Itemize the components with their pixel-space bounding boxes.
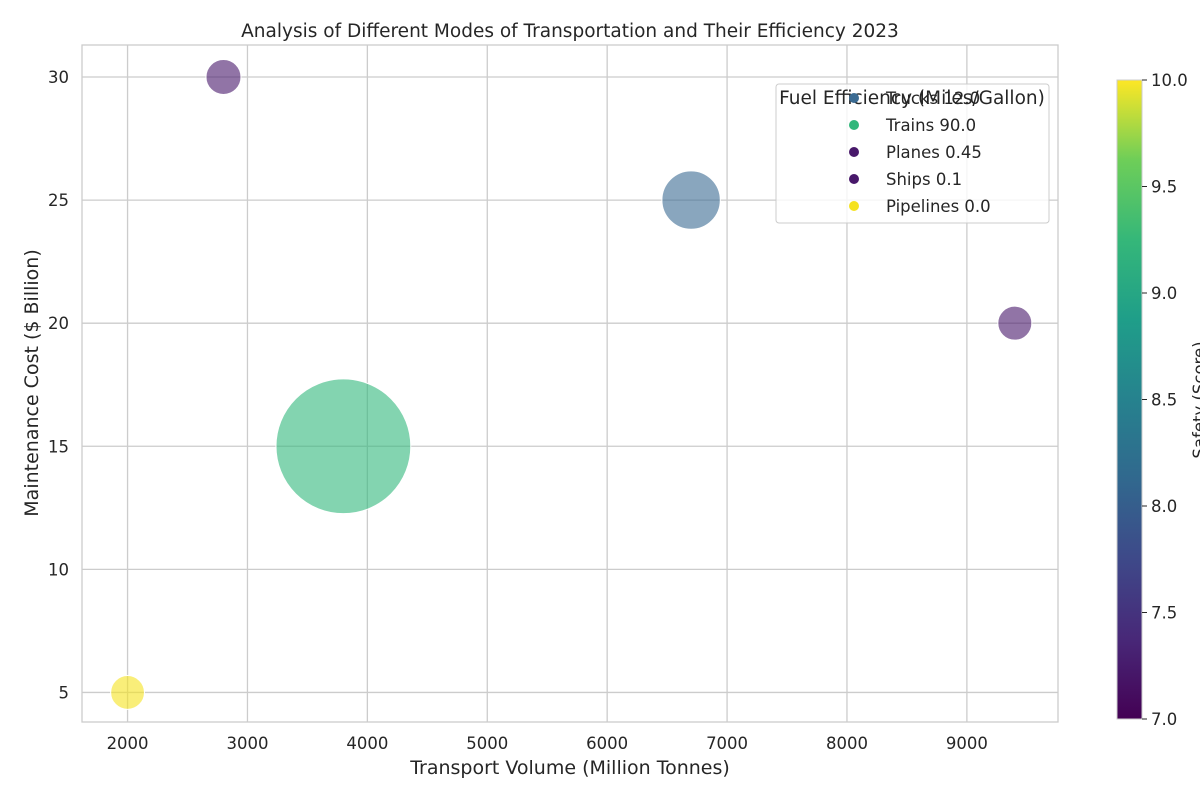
colorbar-label: Safety (Score)	[1190, 341, 1200, 458]
colorbar-tick-label: 7.0	[1151, 710, 1177, 729]
legend-box	[775, 83, 1050, 224]
y-tick-label: 20	[48, 314, 69, 333]
y-tick-label: 15	[48, 437, 69, 456]
x-tick-label: 6000	[586, 734, 628, 753]
x-tick-labels: 2000 3000 4000 5000 6000 7000 8000 9000	[107, 734, 988, 753]
y-tick-label: 30	[48, 68, 69, 87]
y-tick-label: 10	[48, 560, 69, 579]
colorbar-tick-label: 8.0	[1151, 497, 1177, 516]
x-tick-label: 3000	[226, 734, 268, 753]
legend-entry-label: Trucks 12.0	[885, 89, 980, 108]
colorbar-tick-labels: 7.0 7.5 8.0 8.5 9.0 9.5 10.0	[1142, 71, 1188, 729]
bubble-planes	[205, 59, 242, 96]
colorbar-tick-label: 7.5	[1151, 604, 1177, 623]
y-tick-labels: 5 10 15 20 25 30	[48, 68, 69, 702]
legend-marker	[849, 201, 859, 211]
colorbar-tick-label: 10.0	[1151, 71, 1188, 90]
colorbar: 7.0 7.5 8.0 8.5 9.0 9.5 10.0 Safety (Score)	[1116, 71, 1200, 729]
colorbar-tick-label: 8.5	[1151, 391, 1177, 410]
legend-marker	[849, 174, 859, 184]
x-axis-label: Transport Volume (Million Tonnes)	[409, 757, 730, 779]
colorbar-tick-label: 9.0	[1151, 284, 1177, 303]
colorbar-gradient	[1116, 79, 1143, 720]
legend-entries: Trucks 12.0 Trains 90.0 Planes 0.45 Ships 0…	[849, 89, 991, 216]
bubble-trucks	[661, 170, 721, 230]
legend-entry-label: Ships 0.1	[886, 170, 962, 189]
bubbles	[110, 59, 1033, 710]
legend-marker	[849, 147, 859, 157]
x-tick-label: 8000	[826, 734, 868, 753]
colorbar-tick-label: 9.5	[1151, 178, 1177, 197]
plot-frame	[81, 44, 1059, 723]
legend-entry-label: Planes 0.45	[886, 143, 982, 162]
y-tick-label: 5	[59, 683, 70, 702]
bubble-pipelines	[110, 675, 145, 710]
x-tick-label: 4000	[346, 734, 388, 753]
chart-title: Analysis of Different Modes of Transport…	[241, 21, 899, 42]
legend-marker	[849, 93, 859, 103]
x-tick-label: 7000	[706, 734, 748, 753]
x-tick-label: 5000	[466, 734, 508, 753]
legend: Fuel Efficiency (Miles/Gallon) Trucks 12…	[775, 83, 1050, 224]
x-tick-label: 2000	[107, 734, 149, 753]
legend-entry-label: Pipelines 0.0	[886, 197, 991, 216]
x-tick-label: 9000	[946, 734, 988, 753]
bubble-ships	[997, 305, 1033, 341]
legend-entry-label: Trains 90.0	[885, 116, 976, 135]
y-tick-label: 25	[48, 191, 69, 210]
bubble-trains	[275, 378, 412, 515]
legend-title: Fuel Efficiency (Miles/Gallon)	[779, 88, 1045, 109]
legend-marker	[849, 120, 859, 130]
y-axis-label: Maintenance Cost ($ Billion)	[21, 249, 43, 516]
